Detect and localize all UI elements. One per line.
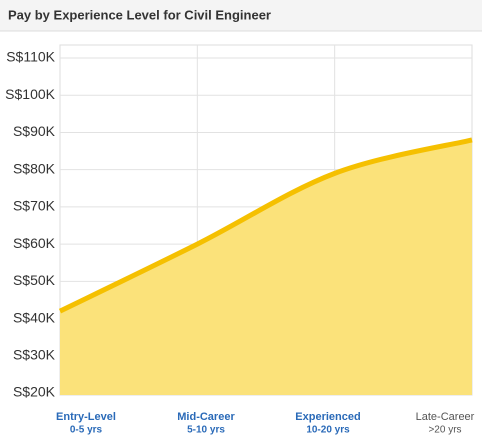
x-tick-label: Mid-Career bbox=[177, 411, 235, 423]
y-tick-label: S$70K bbox=[13, 198, 56, 214]
x-tick-sublabel: >20 yrs bbox=[428, 425, 461, 436]
y-tick-label: S$90K bbox=[13, 123, 56, 139]
title-bar bbox=[0, 0, 482, 31]
x-tick-sublabel: 0-5 yrs bbox=[70, 425, 103, 436]
x-tick-sublabel: 5-10 yrs bbox=[187, 425, 225, 436]
y-tick-label: S$40K bbox=[13, 309, 56, 325]
x-tick-label: Late-Career bbox=[416, 411, 475, 423]
y-tick-label: S$80K bbox=[13, 160, 56, 176]
area bbox=[60, 139, 472, 395]
y-tick-label: S$100K bbox=[5, 86, 55, 102]
chart-title: Pay by Experience Level for Civil Engine… bbox=[8, 7, 271, 22]
x-tick-label: Experienced bbox=[295, 411, 360, 423]
x-tick-sublabel: 10-20 yrs bbox=[306, 425, 350, 436]
y-tick-label: S$20K bbox=[13, 384, 56, 400]
x-tick-label: Entry-Level bbox=[56, 411, 116, 423]
y-tick-label: S$50K bbox=[13, 272, 56, 288]
y-tick-label: S$110K bbox=[6, 49, 55, 65]
y-tick-label: S$30K bbox=[13, 346, 56, 362]
y-tick-label: S$60K bbox=[13, 235, 56, 251]
line bbox=[58, 137, 473, 314]
